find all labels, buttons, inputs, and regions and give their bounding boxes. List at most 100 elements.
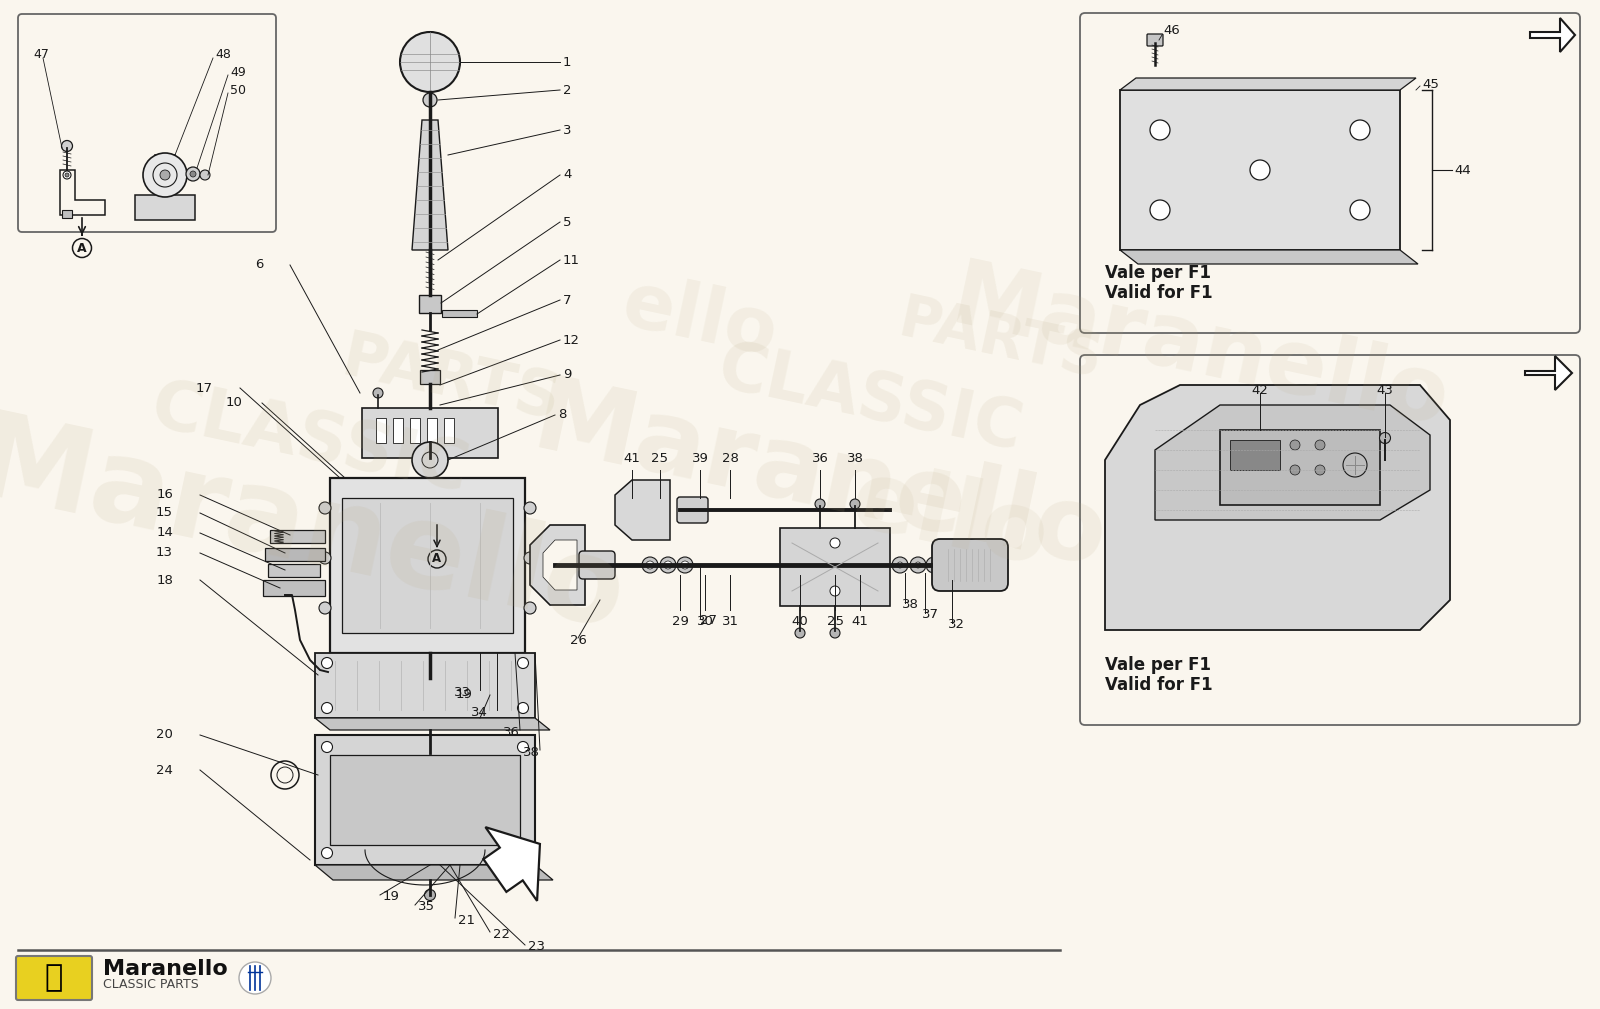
Circle shape [646, 561, 654, 569]
Bar [315, 653, 534, 718]
Circle shape [642, 557, 658, 573]
Text: 26: 26 [570, 634, 587, 647]
Text: 30: 30 [696, 615, 714, 628]
Circle shape [795, 628, 805, 638]
Circle shape [517, 702, 528, 713]
Circle shape [517, 658, 528, 669]
Text: Vale per F1: Vale per F1 [1106, 656, 1211, 674]
Polygon shape [315, 718, 550, 730]
Text: 14: 14 [157, 527, 173, 540]
Text: Valid for F1: Valid for F1 [1106, 284, 1213, 302]
Text: 13: 13 [157, 547, 173, 560]
Text: Maranello: Maranello [102, 959, 227, 979]
Text: 50: 50 [230, 84, 246, 97]
Text: 25: 25 [651, 452, 669, 465]
FancyBboxPatch shape [18, 14, 277, 232]
Text: CLASSIC: CLASSIC [712, 336, 1029, 464]
Circle shape [142, 153, 187, 197]
Text: 23: 23 [528, 940, 546, 954]
Circle shape [186, 167, 200, 181]
Polygon shape [413, 120, 448, 250]
Bar [362, 408, 498, 458]
Circle shape [910, 557, 926, 573]
Bar [315, 735, 534, 865]
Bar [445, 418, 454, 443]
Text: 34: 34 [470, 706, 488, 719]
Text: 6: 6 [254, 258, 262, 271]
Circle shape [830, 538, 840, 548]
Polygon shape [542, 540, 578, 590]
Circle shape [318, 502, 331, 514]
Text: ello: ello [616, 267, 784, 372]
Text: 28: 28 [722, 452, 739, 465]
Bar [376, 418, 386, 443]
Circle shape [915, 562, 922, 568]
Text: 22: 22 [493, 927, 510, 940]
Circle shape [1379, 433, 1390, 444]
Circle shape [830, 628, 840, 638]
Text: 41: 41 [624, 452, 640, 465]
Text: 11: 11 [563, 253, 579, 266]
Polygon shape [1155, 405, 1430, 520]
Bar [318, 668, 339, 682]
Text: 38: 38 [523, 747, 539, 760]
Bar [330, 478, 525, 653]
Circle shape [525, 602, 536, 614]
Text: 42: 42 [1251, 383, 1269, 397]
Circle shape [1350, 200, 1370, 220]
Bar [342, 498, 514, 633]
Circle shape [61, 140, 72, 151]
Text: 31: 31 [722, 615, 739, 628]
Polygon shape [530, 525, 586, 605]
Circle shape [160, 170, 170, 180]
Polygon shape [1525, 356, 1571, 390]
Text: 9: 9 [563, 368, 571, 381]
Text: 32: 32 [947, 619, 965, 632]
Circle shape [200, 170, 210, 180]
Circle shape [422, 93, 437, 107]
Text: 4: 4 [563, 169, 571, 182]
Polygon shape [614, 480, 670, 540]
Circle shape [926, 557, 942, 573]
Bar [427, 418, 437, 443]
Text: 1: 1 [563, 55, 571, 69]
Circle shape [238, 962, 270, 994]
Text: 12: 12 [563, 334, 579, 346]
Polygon shape [490, 815, 546, 905]
Bar [781, 528, 890, 606]
Polygon shape [134, 155, 195, 220]
Text: 21: 21 [458, 913, 475, 926]
Text: 19: 19 [454, 688, 472, 701]
Circle shape [424, 890, 435, 900]
Polygon shape [1120, 250, 1418, 264]
Text: Maranello: Maranello [525, 370, 1115, 590]
Circle shape [1290, 465, 1299, 475]
Text: 🐎: 🐎 [45, 964, 62, 993]
Text: 24: 24 [157, 764, 173, 777]
Text: 36: 36 [502, 726, 520, 740]
Bar [419, 295, 442, 313]
Bar [1221, 430, 1379, 504]
Polygon shape [483, 827, 539, 901]
Polygon shape [1530, 18, 1574, 52]
Circle shape [426, 748, 435, 758]
Text: 27: 27 [701, 613, 717, 627]
Polygon shape [1120, 78, 1416, 90]
Text: 33: 33 [454, 686, 470, 699]
Circle shape [814, 499, 826, 509]
Text: A: A [77, 241, 86, 254]
Text: 46: 46 [1163, 23, 1179, 36]
Text: 20: 20 [157, 728, 173, 742]
Circle shape [1290, 440, 1299, 450]
Text: 44: 44 [1454, 163, 1470, 177]
Text: A: A [432, 553, 442, 565]
Text: 10: 10 [226, 397, 242, 410]
Text: 45: 45 [1422, 78, 1438, 91]
Circle shape [893, 557, 909, 573]
Text: 41: 41 [851, 615, 869, 628]
Bar [269, 564, 320, 577]
Text: 37: 37 [922, 608, 939, 622]
Text: 15: 15 [157, 507, 173, 520]
Circle shape [322, 848, 333, 859]
Circle shape [664, 561, 672, 569]
